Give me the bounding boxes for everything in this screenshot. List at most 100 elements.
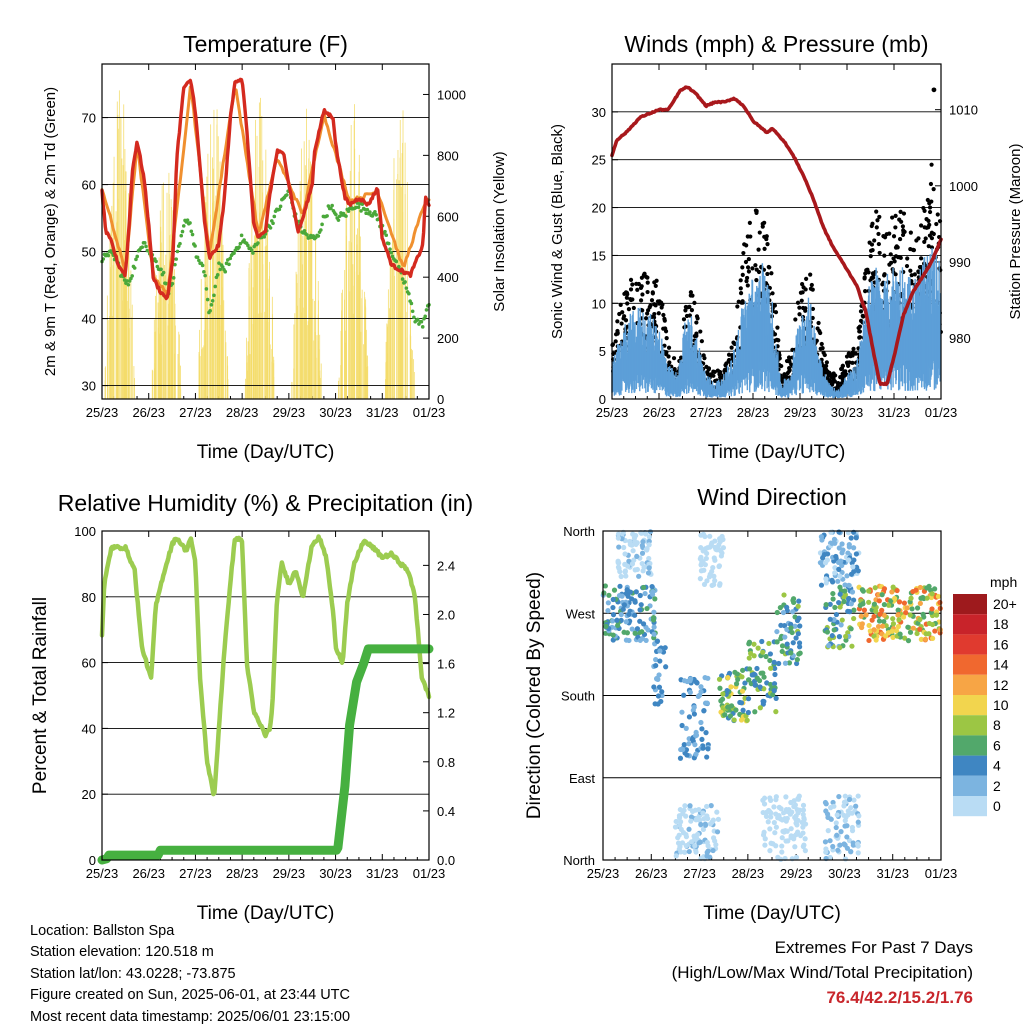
direction-point [761,801,768,807]
direction-point [844,834,850,840]
direction-point [745,709,751,716]
gust-point [639,284,644,289]
chart-title: Temperature (F) [183,31,348,57]
gust-point [929,199,934,204]
dewpoint-point [188,221,192,225]
dewpoint-point [164,281,168,286]
direction-point [683,831,689,838]
direction-point [842,842,848,848]
direction-point [716,676,723,682]
direction-point [849,560,855,566]
legend-swatch [953,755,987,776]
direction-point [692,741,698,748]
gust-point [756,247,761,252]
direction-point [859,587,865,593]
direction-point [763,653,769,660]
gust-point [718,371,723,376]
extremes-heading: Extremes For Past 7 Days [774,938,973,957]
chart-title: Wind Direction [697,484,847,510]
direction-point [728,703,735,709]
direction-point [929,621,936,628]
gust-point [630,282,635,287]
gust-point [776,338,781,343]
x-tick-label: 28/23 [226,866,259,881]
direction-point [905,638,912,644]
direction-point [693,849,699,855]
direction-point [728,684,734,690]
y-tick-label: 60 [82,656,96,671]
gust-point [877,214,882,220]
direction-point [675,835,681,841]
y-tick-label: 0 [599,392,606,407]
direction-point [784,626,790,633]
dewpoint-point [319,228,323,232]
dewpoint-point [215,273,220,277]
direction-point [696,807,702,813]
gust-point [701,353,706,358]
x-tick-label: 25/23 [596,405,629,420]
direction-point [647,529,654,535]
dewpoint-point [208,308,212,313]
dewpoint-point [407,291,411,296]
direction-point [727,713,734,719]
direction-point [833,553,839,560]
direction-point [621,629,627,635]
gust-point [757,230,762,235]
direction-point [601,590,607,596]
gust-point [853,351,858,356]
dewpoint-point [389,250,394,255]
direction-point [895,607,901,613]
gust-point [844,354,850,359]
direction-point [826,642,832,649]
gust-point [801,285,806,290]
direction-point [790,609,796,615]
direction-point [790,597,796,603]
direction-point [831,617,837,623]
gust-point [613,339,618,344]
direction-point [717,685,723,691]
direction-point [640,539,646,545]
humidity-line [99,534,432,797]
gust-point [817,328,822,334]
wind-series [611,248,942,399]
dewpoint-point [181,224,186,228]
direction-point [687,689,693,695]
y2-tick-label: 2.0 [437,607,455,622]
gust-point [919,223,924,228]
direction-point [757,684,763,690]
direction-point [830,799,836,806]
gust-point [683,308,688,313]
direction-point [631,535,638,541]
direction-point [642,590,648,597]
direction-point [895,612,901,618]
dewpoint-point [272,214,277,219]
direction-point [638,602,644,608]
dewpoint-point [171,276,176,280]
direction-point [843,633,849,640]
direction-point [678,849,684,855]
x-axis-label: Time (Day/UTC) [703,903,841,924]
direction-point [615,531,622,537]
gust-point [662,316,667,321]
gust-point [613,332,619,337]
direction-point [762,842,768,848]
direction-point [796,640,803,646]
direction-point [625,593,631,599]
direction-point [866,637,872,644]
gust-point [786,355,792,360]
gust-point [718,376,723,381]
direction-point [904,605,910,611]
dewpoint-point [400,277,405,281]
direction-point [755,645,761,651]
direction-point [929,606,935,612]
dewpoint-point [170,281,175,286]
x-tick-label: 26/23 [132,405,165,420]
gust-point [652,311,657,317]
dewpoint-point [278,204,283,209]
gust-point [743,259,749,265]
direction-point [880,623,886,629]
gust-point [823,367,829,372]
gust-point [747,220,752,225]
dewpoint-point [134,257,138,262]
direction-point [800,830,806,836]
